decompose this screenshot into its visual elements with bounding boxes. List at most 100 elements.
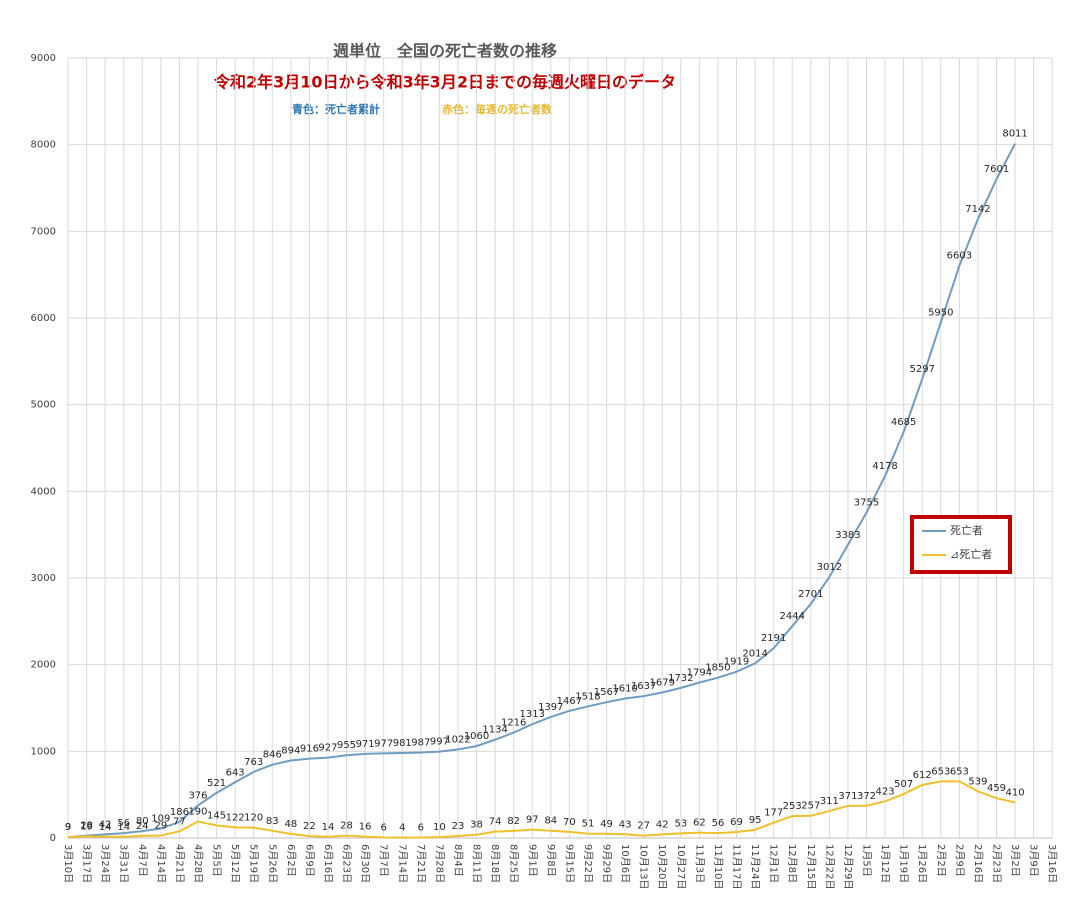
x-tick-label: 9月15日: [563, 844, 575, 883]
data-label: 48: [284, 819, 297, 830]
data-label: 1610: [612, 683, 637, 694]
data-label: 1637: [631, 681, 656, 692]
x-tick-label: 12月8日: [786, 844, 798, 883]
x-tick-label: 11月10日: [712, 844, 724, 889]
x-tick-label: 9月29日: [601, 844, 613, 883]
x-tick-label: 4月21日: [173, 844, 185, 883]
data-label: 1134: [482, 725, 507, 736]
x-tick-label: 3月9日: [1028, 844, 1040, 877]
y-tick-label: 5000: [31, 400, 56, 411]
data-label: 916: [300, 744, 319, 755]
data-label: 42: [656, 819, 669, 830]
series-line: [67, 143, 1016, 839]
x-tick-label: 3月17日: [81, 844, 93, 883]
data-label: 186: [170, 807, 189, 818]
data-label: 257: [801, 801, 820, 812]
x-tick-label: 3月24日: [99, 844, 111, 883]
x-tick-label: 4月28日: [192, 844, 204, 883]
data-label: 1397: [538, 702, 563, 713]
x-tick-label: 8月18日: [489, 844, 501, 883]
series-line: [67, 780, 1016, 839]
data-label: 7601: [984, 164, 1009, 175]
x-tick-label: 12月1日: [768, 844, 780, 883]
annotation: 青色：死亡者累計: [292, 102, 380, 116]
chart-title: 週単位 全国の死亡者数の推移: [333, 42, 557, 61]
x-tick-label: 7月21日: [415, 844, 427, 883]
y-tick-label: 7000: [31, 226, 56, 237]
data-label: 2701: [798, 589, 823, 600]
x-tick-label: 1月12日: [879, 844, 891, 883]
data-label: 24: [136, 821, 149, 832]
legend-label: ⊿死亡者: [950, 547, 992, 561]
x-tick-label: 5月12日: [229, 844, 241, 883]
data-label: 84: [544, 816, 557, 827]
x-tick-label: 3月31日: [118, 844, 130, 883]
data-label: 53: [674, 818, 687, 829]
x-tick-label: 6月16日: [322, 844, 334, 883]
data-label: 459: [987, 783, 1006, 794]
data-label: 981: [393, 738, 412, 749]
data-label: 4685: [891, 417, 916, 428]
x-tick-label: 5月5日: [211, 844, 223, 877]
y-tick-label: 8000: [31, 140, 56, 151]
data-label: 10: [433, 822, 446, 833]
y-tick-label: 9000: [31, 53, 56, 64]
x-tick-label: 6月9日: [303, 844, 315, 877]
data-label: 22: [303, 821, 316, 832]
data-label: 1467: [557, 696, 582, 707]
data-label: 6: [381, 822, 387, 833]
data-label: 27: [637, 821, 650, 832]
data-label: 643: [226, 767, 245, 778]
data-label: 190: [188, 807, 207, 818]
x-tick-label: 8月4日: [452, 844, 464, 877]
x-tick-label: 7月7日: [378, 844, 390, 877]
data-label: 2014: [742, 648, 767, 659]
data-label: 28: [340, 821, 353, 832]
data-label: 539: [968, 776, 987, 787]
data-label: 145: [207, 810, 226, 821]
data-label: 1022: [445, 734, 470, 745]
data-label: 612: [913, 770, 932, 781]
data-label: 894: [281, 746, 300, 757]
x-tick-label: 5月19日: [248, 844, 260, 883]
data-label: 51: [582, 819, 595, 830]
legend-label: 死亡者: [950, 523, 983, 537]
data-label: 997: [430, 737, 449, 748]
data-label: 2191: [761, 633, 786, 644]
data-label: 6603: [947, 251, 972, 262]
y-tick-label: 1000: [31, 746, 56, 757]
data-label: 97: [526, 815, 539, 826]
x-tick-label: 12月29日: [842, 844, 854, 889]
data-label: 1679: [650, 677, 675, 688]
data-label: 2444: [780, 611, 805, 622]
data-label: 7142: [965, 204, 990, 215]
data-label: 653: [950, 766, 969, 777]
data-label: 846: [263, 750, 282, 761]
x-tick-label: 7月28日: [433, 844, 445, 883]
data-label: 6: [418, 822, 424, 833]
x-tick-label: 11月24日: [749, 844, 761, 889]
x-tick-label: 2月2日: [935, 844, 947, 877]
data-label: 43: [619, 819, 632, 830]
data-label: 423: [876, 786, 895, 797]
data-label: 372: [857, 791, 876, 802]
x-tick-label: 2月16日: [972, 844, 984, 883]
data-label: 955: [337, 740, 356, 751]
data-label: 69: [730, 817, 743, 828]
x-tick-label: 9月22日: [582, 844, 594, 883]
data-label: 74: [489, 817, 502, 828]
data-label: 3383: [835, 530, 860, 541]
x-tick-label: 9月1日: [526, 844, 538, 877]
x-tick-label: 5月26日: [266, 844, 278, 883]
data-label: 5297: [909, 364, 934, 375]
data-label: 14: [99, 822, 112, 833]
x-tick-label: 10月27日: [675, 844, 687, 889]
x-tick-label: 11月17日: [731, 844, 743, 889]
data-label: 1732: [668, 673, 693, 684]
data-label: 9: [65, 822, 71, 833]
y-tick-label: 4000: [31, 486, 56, 497]
data-label: 14: [322, 822, 335, 833]
x-tick-label: 2月23日: [991, 844, 1003, 883]
data-label: 5950: [928, 307, 953, 318]
